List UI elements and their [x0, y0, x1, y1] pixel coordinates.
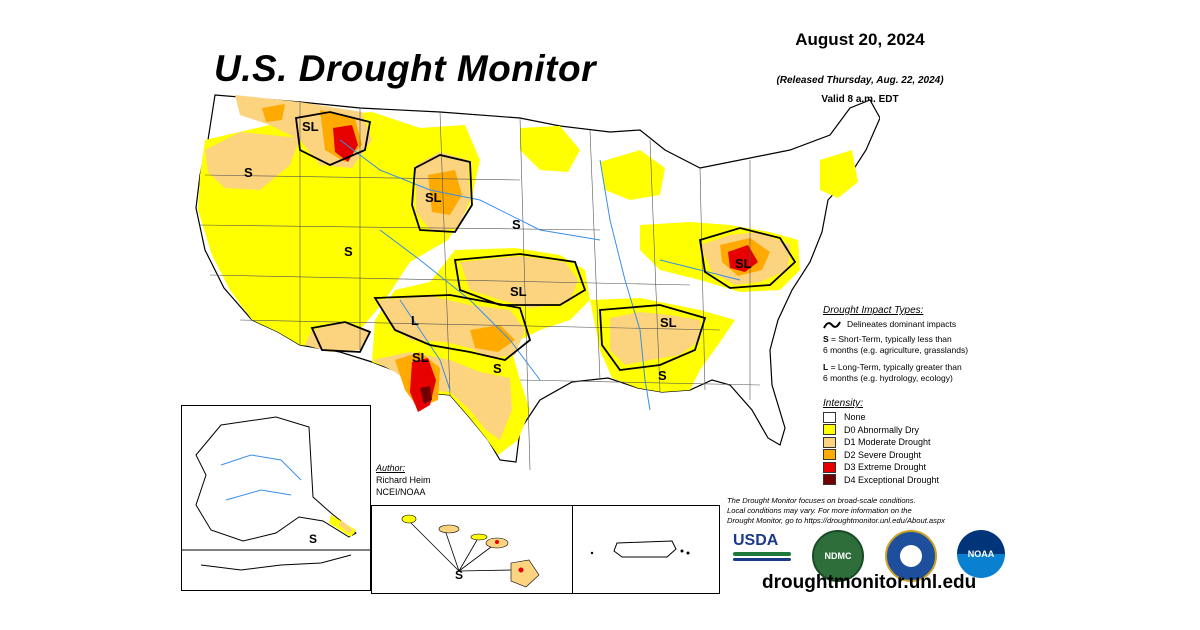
impact-line-icon [823, 321, 841, 328]
impact-label: S [309, 532, 317, 546]
intensity-label: D0 Abnormally Dry [844, 424, 920, 435]
author-org: NCEI/NOAA [376, 487, 426, 497]
intensity-legend-item: D3 Extreme Drought [823, 461, 1003, 474]
intensity-legend: Intensity: None D0 Abnormally Dry D1 Moder… [823, 398, 1003, 486]
intensity-legend-heading: Intensity: [823, 398, 864, 409]
impact-label: S [244, 165, 253, 180]
short-term-key: S [823, 334, 829, 344]
impact-label: S [493, 361, 502, 376]
intensity-legend-item: D2 Severe Drought [823, 449, 1003, 462]
intensity-label: D4 Exceptional Drought [844, 474, 940, 485]
ndmc-logo-text: NDMC [824, 551, 852, 561]
impact-label: SL [510, 284, 527, 299]
intensity-swatch [823, 411, 836, 423]
commerce-seal-icon [885, 530, 937, 582]
long-term-key: L [823, 362, 829, 372]
intensity-legend-item: D0 Abnormally Dry [823, 424, 1003, 437]
release-date: (Released Thursday, Aug. 22, 2024) [776, 75, 944, 86]
disclaimer-line: Local conditions may vary. For more info… [727, 506, 912, 515]
impact-label: SL [660, 315, 677, 330]
usda-logo-text: USDA [733, 532, 779, 549]
website-link[interactable]: droughtmonitor.unl.edu [762, 572, 977, 593]
drought-map: SL S SL S S SL L SL S SL SL S [195, 94, 880, 471]
impact-legend-heading: Drought Impact Types: [823, 305, 924, 316]
impact-line-label: Delineates dominant impacts [847, 319, 957, 329]
disclaimer-line[interactable]: Drought Monitor, go to https://droughtmo… [727, 516, 945, 525]
intensity-swatch [823, 461, 836, 473]
puerto-rico-inset [572, 505, 720, 594]
intensity-label: D3 Extreme Drought [844, 462, 927, 473]
impact-legend: Drought Impact Types: Delineates dominan… [823, 305, 1023, 384]
impact-label: S [455, 568, 463, 582]
intensity-swatch [823, 424, 836, 436]
noaa-logo: NOAA [957, 530, 1005, 578]
intensity-swatch [823, 436, 836, 448]
intensity-label: D2 Severe Drought [844, 449, 922, 460]
intensity-legend-item: D4 Exceptional Drought [823, 474, 1003, 487]
impact-label: S [658, 368, 667, 383]
impact-label: SL [302, 119, 319, 134]
impact-label: SL [735, 256, 752, 271]
intensity-legend-item: D1 Moderate Drought [823, 436, 1003, 449]
intensity-label: None [844, 412, 866, 423]
long-term-text-2: 6 months (e.g. hydrology, ecology) [823, 373, 953, 383]
usda-logo: USDA [733, 532, 791, 568]
noaa-logo-text: NOAA [967, 549, 995, 559]
short-term-text-2: 6 months (e.g. agriculture, grasslands) [823, 345, 969, 355]
ndmc-logo: NDMC [812, 530, 864, 582]
intensity-swatch [823, 474, 836, 486]
long-term-text: = Long-Term, typically greater than [830, 362, 962, 372]
d4-area [420, 386, 432, 404]
valid-time: Valid 8 a.m. EDT [821, 94, 899, 105]
hawaii-inset: S [371, 505, 573, 594]
author-block: Author: Richard Heim NCEI/NOAA [376, 462, 431, 498]
disclaimer-line: The Drought Monitor focuses on broad-sca… [727, 496, 916, 505]
page-title: U.S. Drought Monitor [214, 48, 596, 89]
impact-label: S [344, 244, 353, 259]
impact-label: L [411, 313, 419, 328]
impact-lines [295, 111, 797, 371]
impact-label: S [512, 217, 521, 232]
intensity-legend-item: None [823, 411, 1003, 424]
intensity-swatch [823, 449, 836, 461]
disclaimer: The Drought Monitor focuses on broad-sca… [727, 496, 997, 526]
short-term-text: = Short-Term, typically less than [831, 334, 952, 344]
impact-label: SL [425, 190, 442, 205]
author-name: Richard Heim [376, 475, 431, 485]
alaska-inset: S [181, 405, 371, 591]
map-date: August 20, 2024 [795, 30, 925, 49]
intensity-label: D1 Moderate Drought [844, 437, 931, 448]
impact-label: SL [412, 350, 429, 365]
author-heading: Author: [376, 463, 406, 473]
